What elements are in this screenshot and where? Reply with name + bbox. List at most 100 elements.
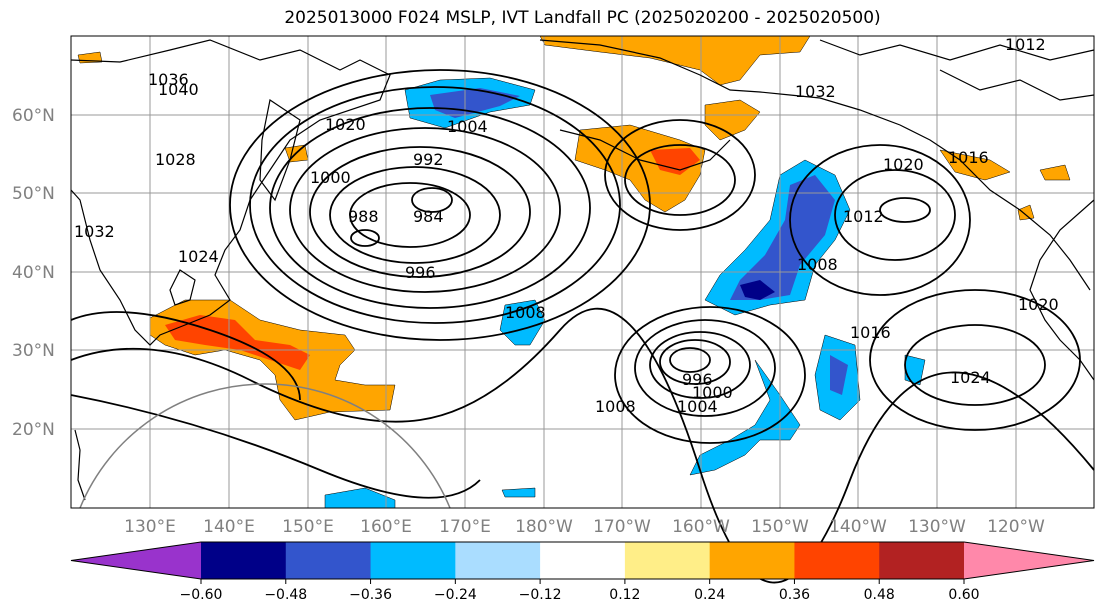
lat-label: 60°N — [12, 106, 55, 126]
contour-label: 996 — [682, 370, 713, 389]
lon-label: 160°E — [360, 517, 412, 537]
lon-label: 120°W — [987, 517, 1045, 537]
contour-label: 988 — [348, 207, 379, 226]
arctic-islands — [819, 39, 1095, 61]
mslp-contours — [70, 69, 1095, 584]
colorbar-tick-label: −0.36 — [349, 587, 392, 601]
colorbar-segment — [879, 542, 965, 579]
colorbar-segment — [540, 542, 626, 579]
ivt-blob-east-pacific-core — [740, 280, 775, 300]
lon-label: 150°E — [282, 517, 334, 537]
contour-label: 1020 — [325, 115, 366, 134]
lon-label: 140°W — [829, 517, 887, 537]
ivt-blob-east-pacific-mid — [730, 175, 835, 300]
colorbar-extend-max — [964, 542, 1094, 579]
ivt-blob-alaska-coast — [704, 99, 761, 141]
lon-label: 140°E — [203, 517, 255, 537]
map-frame — [70, 35, 1095, 509]
colorbar-tick-label: −0.48 — [264, 587, 307, 601]
contour-label: 1028 — [155, 150, 196, 169]
contour-label: 1008 — [797, 255, 838, 274]
graticule — [71, 36, 1094, 508]
contour-label: 1024 — [950, 368, 991, 387]
ivt-blob-se-small — [1017, 204, 1035, 221]
contour-label: 1024 — [178, 247, 219, 266]
colorbar-segment — [709, 542, 795, 579]
longitude-labels: 130°E 140°E 150°E 160°E 170°E 180°W 170°… — [124, 517, 1045, 537]
colorbar-tick-label: 0.12 — [609, 587, 640, 601]
ivt-blob-hawaii-east-core — [830, 355, 848, 395]
contour-label: 1004 — [447, 117, 488, 136]
ivt-blob-japan-core — [165, 315, 310, 370]
contour-label: 1008 — [505, 303, 546, 322]
colorbar-extend-min — [71, 542, 201, 579]
contour-label: 1040 — [158, 80, 199, 99]
lon-label: 180°W — [515, 517, 573, 537]
colorbar-tick-label: 0.24 — [694, 587, 725, 601]
lon-label: 160°W — [672, 517, 730, 537]
colorbar-segment — [285, 542, 372, 579]
figure-title: 2025013000 F024 MSLP, IVT Landfall PC (2… — [284, 8, 881, 28]
lon-label: 170°W — [593, 517, 651, 537]
colorbar-tick-label: −0.60 — [180, 587, 223, 601]
kamchatka — [259, 99, 301, 202]
colorbar-tick-label: −0.24 — [434, 587, 477, 601]
ivt-blob-canada — [939, 149, 1011, 181]
colorbar-tick-label: 0.36 — [779, 587, 810, 601]
colorbar: −0.60 −0.48 −0.36 −0.24 −0.12 0.12 0.24 0.36 0.4… — [70, 541, 1095, 601]
contour-label: 1020 — [1018, 295, 1059, 314]
contour-label: 1012 — [843, 207, 884, 226]
contour-label: 1012 — [1005, 35, 1046, 54]
ivt-blob-south-left — [324, 487, 396, 509]
lat-label: 30°N — [12, 341, 55, 361]
lon-label: 150°W — [751, 517, 809, 537]
contour-label: 1032 — [795, 82, 836, 101]
range-circle — [79, 383, 451, 509]
asia-coast — [70, 39, 391, 346]
contour-label: 992 — [413, 150, 444, 169]
lat-label: 40°N — [12, 263, 55, 283]
lon-label: 130°E — [124, 517, 176, 537]
colorbar-segment — [794, 542, 880, 579]
contour-label: 1008 — [595, 397, 636, 416]
aleutians — [559, 129, 731, 171]
colorbar-tick-label: 0.48 — [864, 587, 895, 601]
ivt-blob-date-line — [499, 299, 546, 346]
colorbar-segment — [455, 542, 541, 579]
korea — [169, 269, 196, 306]
n-america-coast — [1029, 199, 1095, 381]
contour-label: 1020 — [883, 155, 924, 174]
lon-label: 130°W — [908, 517, 966, 537]
lon-label: 170°E — [439, 517, 491, 537]
ivt-blob-aleutian — [574, 124, 706, 213]
canada-interior — [939, 69, 1095, 101]
lat-label: 20°N — [12, 420, 55, 440]
contour-label: 1000 — [310, 168, 351, 187]
colorbar-tick-label: 0.60 — [948, 587, 979, 601]
contour-label: 984 — [413, 207, 444, 226]
contour-label: 996 — [405, 263, 436, 282]
map-panel: 1036 1040 1020 1028 1032 1024 1000 992 9… — [70, 35, 1095, 584]
contour-label: 1036 — [148, 70, 189, 89]
contour-label-group: 1036 1040 1020 1028 1032 1024 1000 992 9… — [74, 35, 1059, 416]
low-center-2 — [411, 187, 453, 213]
contour-label: 1016 — [850, 323, 891, 342]
contour-label: 1016 — [948, 148, 989, 167]
ivt-blob-south-small — [501, 487, 536, 498]
ivt-blob-aleutian-core — [650, 148, 700, 175]
lat-label: 50°N — [12, 184, 55, 204]
land-outlines — [70, 39, 1095, 501]
contour-label: 1000 — [692, 383, 733, 402]
latitude-labels: 60°N 50°N 40°N 30°N 20°N — [12, 106, 55, 440]
philippines-dots — [74, 429, 86, 501]
contour-label: 1004 — [677, 397, 718, 416]
ivt-negative-fields — [324, 77, 926, 509]
ivt-blob-subtropical — [689, 359, 801, 476]
alaska — [539, 39, 1091, 291]
colorbar-tick-label: −0.12 — [519, 587, 562, 601]
colorbar-segment — [370, 542, 456, 579]
low-center-1 — [350, 229, 380, 247]
colorbar-segment — [201, 542, 287, 579]
colorbar-segment — [624, 542, 711, 579]
